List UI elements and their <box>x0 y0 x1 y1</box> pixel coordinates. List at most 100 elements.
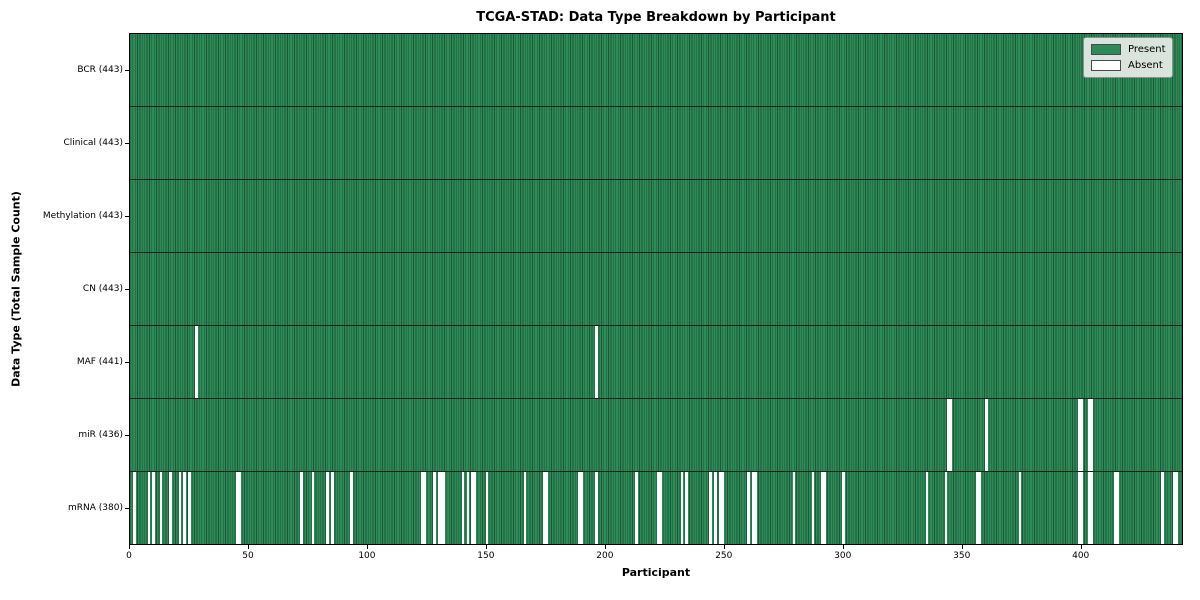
absent-stripe <box>821 472 824 544</box>
absent-stripe <box>811 472 815 544</box>
absent-stripe <box>442 472 446 544</box>
absent-stripe <box>433 472 436 544</box>
absent-stripe <box>152 472 156 544</box>
absent-stripe <box>975 472 979 544</box>
absent-stripe <box>925 472 929 544</box>
absent-stripe <box>178 472 182 544</box>
absent-stripe <box>466 472 470 544</box>
heatmap-plot-area <box>129 33 1183 545</box>
heatmap-row-methylation <box>130 180 1182 253</box>
heatmap-row-cn <box>130 253 1182 326</box>
absent-stripe <box>440 472 443 544</box>
legend-item-absent: Absent <box>1091 60 1164 71</box>
x-tick-label: 200 <box>596 551 614 561</box>
absent-stripe <box>754 472 758 544</box>
absent-stripe <box>1087 399 1091 471</box>
absent-stripe <box>1089 399 1093 471</box>
x-tick-label: 400 <box>1072 551 1090 561</box>
absent-stripe <box>1080 472 1083 544</box>
absent-stripe <box>471 472 474 544</box>
absent-stripe <box>578 472 581 544</box>
absent-stripe <box>842 472 846 544</box>
x-tick-label: 100 <box>358 551 376 561</box>
y-tick-label-maf: MAF (441) <box>76 357 123 368</box>
x-tick-label: 350 <box>953 551 971 561</box>
x-tick-label: 250 <box>715 551 733 561</box>
x-tick-mark <box>604 545 606 549</box>
legend-swatch-present <box>1091 44 1121 55</box>
absent-stripe <box>1078 472 1081 544</box>
y-tick-label-methylation: Methylation (443) <box>42 210 123 221</box>
absent-stripe <box>330 472 334 544</box>
absent-stripe <box>792 472 796 544</box>
legend-swatch-absent <box>1091 60 1121 71</box>
y-tick-mark <box>125 435 129 437</box>
absent-stripe <box>680 472 684 544</box>
absent-stripe <box>709 472 712 544</box>
absent-stripe <box>1078 399 1081 471</box>
absent-stripe <box>542 472 546 544</box>
heatmap-row-clinical <box>130 107 1182 180</box>
heatmap-row-bcr <box>130 34 1182 107</box>
y-tick-mark <box>125 142 129 144</box>
absent-stripe <box>235 472 239 544</box>
absent-stripe <box>238 472 241 544</box>
x-tick-label: 0 <box>126 551 132 561</box>
absent-stripe <box>485 472 489 544</box>
absent-stripe <box>1161 472 1164 544</box>
x-tick-label: 50 <box>242 551 254 561</box>
absent-stripe <box>713 472 717 544</box>
absent-stripe <box>183 472 187 544</box>
y-tick-label-clinical: Clinical (443) <box>63 137 123 148</box>
absent-stripe <box>947 399 950 471</box>
y-tick-label-bcr: BCR (443) <box>77 64 123 75</box>
absent-stripe <box>461 472 465 544</box>
absent-stripe <box>656 472 660 544</box>
heatmap-row-maf <box>130 326 1182 399</box>
y-tick-label-mir: miR (436) <box>78 430 123 441</box>
y-axis-label: Data Type (Total Sample Count) <box>9 191 23 387</box>
absent-stripe <box>1089 472 1093 544</box>
absent-stripe <box>438 472 441 544</box>
x-tick-label: 300 <box>834 551 852 561</box>
y-tick-mark <box>125 362 129 364</box>
absent-stripe <box>985 399 988 471</box>
absent-stripe <box>300 472 303 544</box>
absent-stripe <box>188 472 191 544</box>
absent-stripe <box>423 472 427 544</box>
absent-stripe <box>523 472 527 544</box>
absent-stripe <box>311 472 315 544</box>
absent-stripe <box>1018 472 1022 544</box>
absent-stripe <box>752 472 755 544</box>
absent-stripe <box>169 472 172 544</box>
absent-stripe <box>1080 399 1083 471</box>
heatmap-row-mir <box>130 399 1182 472</box>
absent-stripe <box>473 472 477 544</box>
x-tick-mark <box>842 545 844 549</box>
absent-stripe <box>1175 472 1179 544</box>
absent-stripe <box>595 472 598 544</box>
legend-item-present: Present <box>1091 44 1166 55</box>
x-tick-mark <box>961 545 963 549</box>
y-tick-mark <box>125 508 129 510</box>
absent-stripe <box>659 472 662 544</box>
x-axis-label: Participant <box>621 566 691 579</box>
absent-stripe <box>545 472 548 544</box>
absent-stripe <box>326 472 329 544</box>
x-tick-mark <box>366 545 368 549</box>
absent-stripe <box>580 472 584 544</box>
chart-title: TCGA-STAD: Data Type Breakdown by Partic… <box>476 10 836 25</box>
heatmap-row-mrna <box>130 472 1182 544</box>
legend-label: Absent <box>1128 60 1163 71</box>
absent-stripe <box>421 472 424 544</box>
absent-stripe <box>1087 472 1091 544</box>
absent-stripe <box>147 472 151 544</box>
absent-stripe <box>133 472 137 544</box>
absent-stripe <box>595 326 598 398</box>
absent-stripe <box>721 472 724 544</box>
absent-stripe <box>685 472 689 544</box>
absent-stripe <box>635 472 639 544</box>
legend: Present Absent <box>1083 37 1173 78</box>
absent-stripe <box>1173 472 1176 544</box>
